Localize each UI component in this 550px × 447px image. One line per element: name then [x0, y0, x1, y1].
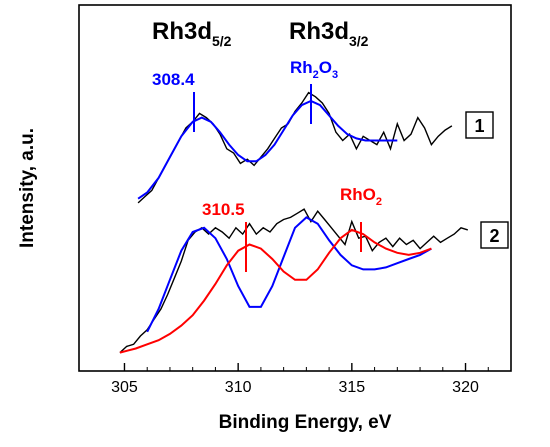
- label-rh3d32: Rh3d3/2: [289, 18, 369, 49]
- curve-label-2: 2: [489, 226, 499, 246]
- label-peak-308-4: 308.4: [152, 70, 195, 89]
- y-axis-label: Intensity, a.u.: [17, 128, 38, 248]
- series-raw-2: [119, 208, 469, 354]
- x-tick-label-310: 310: [225, 379, 252, 396]
- x-tick-label-305: 305: [111, 379, 138, 396]
- x-tick-label-320: 320: [452, 379, 479, 396]
- label-rh3d52: Rh3d5/2: [152, 18, 232, 49]
- x-axis-label: Binding Energy, eV: [219, 412, 392, 433]
- series-fit-2-rh2o3: [146, 216, 432, 333]
- label-rho2: RhO2: [340, 185, 382, 208]
- series-fit-1-rh2o3: [137, 99, 398, 200]
- label-rh2o3: Rh2O3: [290, 58, 338, 81]
- x-axis-ticks: 305 310 315 320: [111, 363, 489, 396]
- curve-label-box-2: [480, 221, 509, 249]
- x-tick-label-315: 315: [338, 379, 365, 396]
- series-fit-2-rho2: [119, 228, 432, 354]
- label-peak-310-5: 310.5: [202, 200, 245, 219]
- curve-label-1: 1: [474, 116, 484, 136]
- plot-frame: [78, 4, 512, 372]
- curve-label-box-1: [465, 111, 494, 139]
- series-raw-1: [137, 91, 453, 204]
